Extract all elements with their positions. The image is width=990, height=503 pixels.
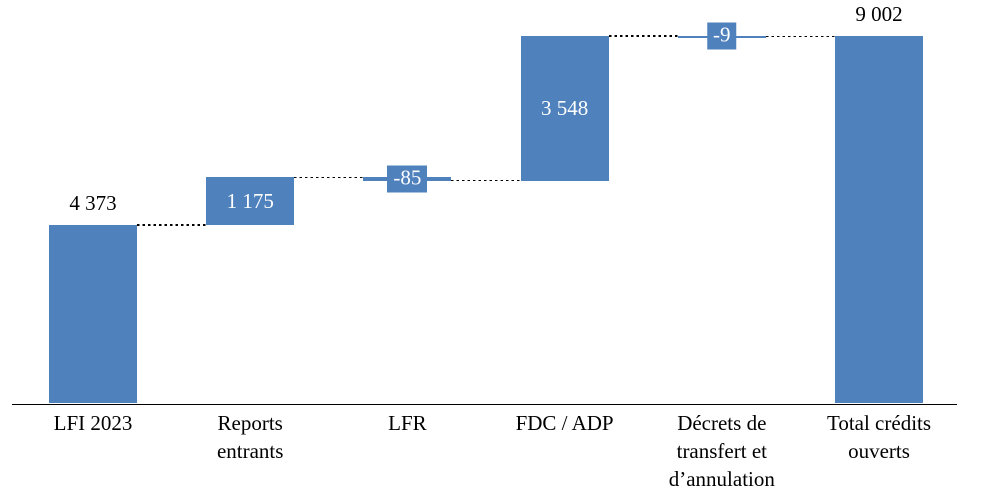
- category-label-line: entrants: [216, 439, 284, 463]
- connector-line: [294, 176, 364, 178]
- category-label: Décrets de transfert et d’annulation: [634, 409, 810, 493]
- category-label: Total crédits ouverts: [791, 409, 967, 465]
- category-label: Reports entrants: [162, 409, 338, 465]
- category-label-line: FDC / ADP: [515, 411, 614, 435]
- category-label: FDC / ADP: [477, 409, 653, 437]
- connector-line: [451, 179, 521, 182]
- connector-line: [137, 224, 207, 226]
- waterfall-bar: [835, 36, 923, 404]
- category-label-line: Décrets de: [677, 411, 767, 435]
- category-label-line: LFI 2023: [53, 411, 133, 435]
- waterfall-bar: [206, 177, 295, 226]
- bar-value-label: 1 175: [226, 189, 274, 214]
- category-label: LFI 2023: [5, 409, 181, 437]
- category-label: LFR: [319, 409, 495, 437]
- x-axis-line: [12, 403, 957, 405]
- bar-value-label: -9: [707, 22, 737, 50]
- bar-value-label: 9 002: [855, 2, 903, 27]
- waterfall-bar: [49, 225, 137, 404]
- bar-value-label: 3 548: [540, 96, 589, 121]
- bar-value-label: -85: [387, 165, 428, 193]
- category-label-line: Reports: [217, 411, 283, 435]
- bar-value-label: 4 373: [69, 191, 117, 216]
- category-label-line: d’annulation: [668, 467, 775, 491]
- category-label-line: ouverts: [848, 439, 910, 463]
- waterfall-bar: [520, 36, 609, 181]
- category-label-line: transfert et: [676, 439, 767, 463]
- category-label-line: LFR: [388, 411, 427, 435]
- connector-line: [765, 35, 835, 38]
- connector-line: [608, 35, 678, 37]
- category-label-line: Total crédits: [826, 411, 932, 435]
